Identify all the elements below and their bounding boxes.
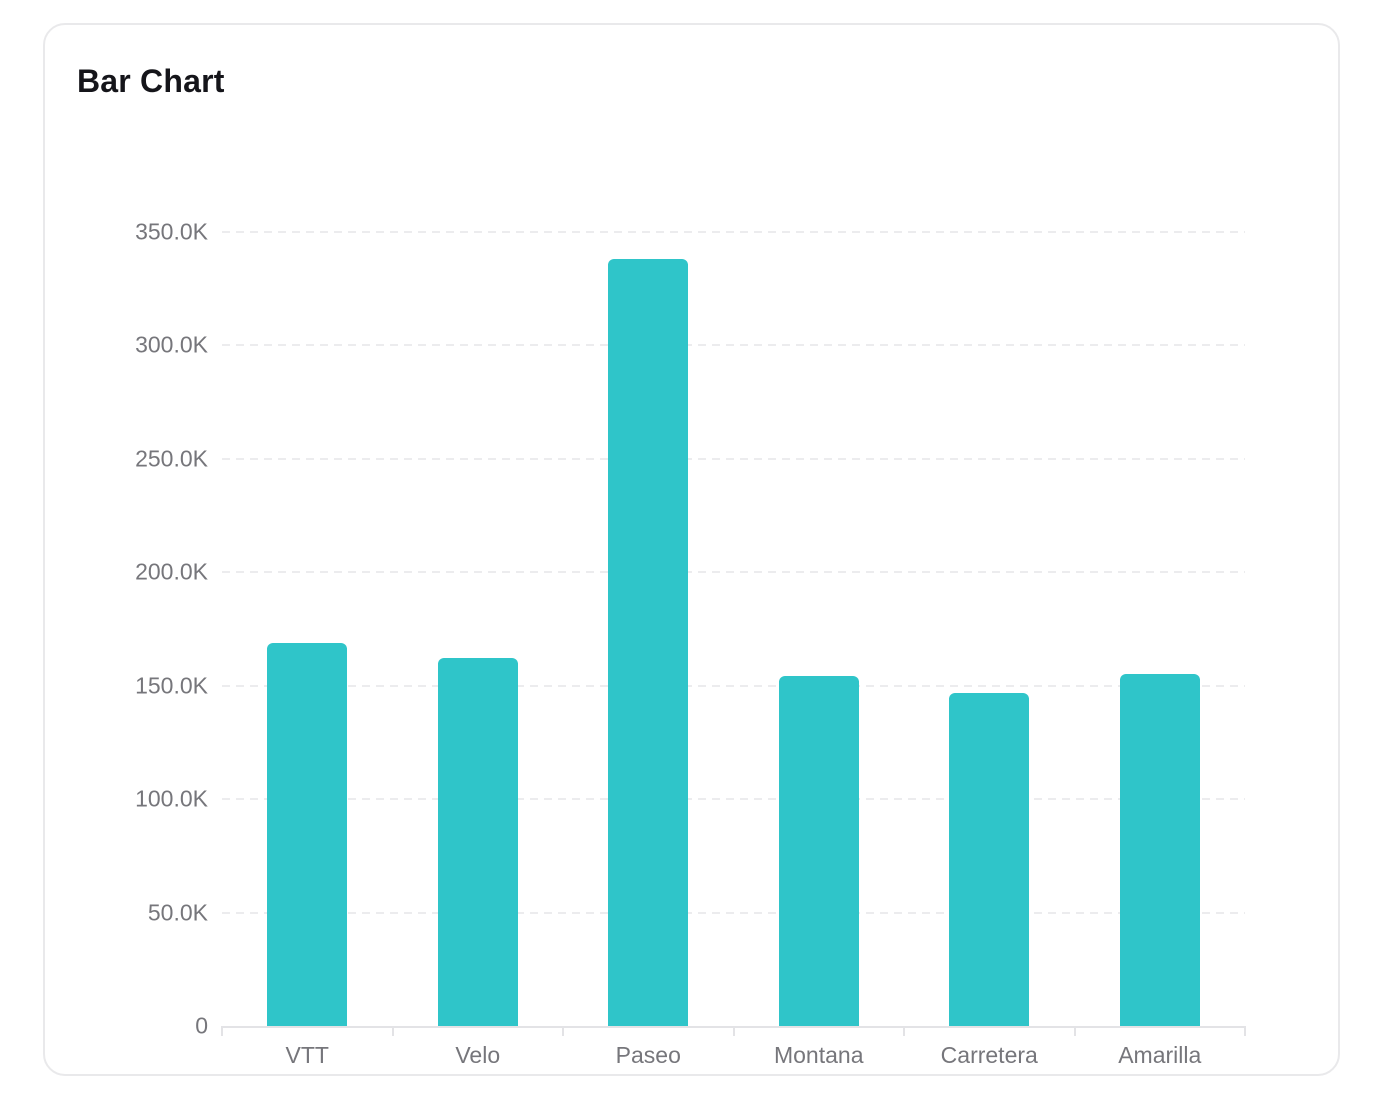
bar-vtt[interactable] [267, 643, 348, 1026]
chart-card: Bar Chart 0 50.0K 100.0K 150.0K 200.0K 250.0K… [43, 23, 1340, 1076]
x-axis-label-montana: Montana [773, 1042, 864, 1068]
y-axis-tick-label: 250.0K [135, 445, 208, 472]
bar-carretera[interactable] [949, 692, 1030, 1026]
y-axis-tick-label: 100.0K [135, 785, 208, 812]
y-axis-tick-label: 200.0K [135, 558, 208, 585]
gridline [222, 911, 1245, 914]
x-axis-tick [1073, 1026, 1076, 1036]
gridline [222, 798, 1245, 801]
x-axis-tick [391, 1026, 394, 1036]
x-axis-tick [1244, 1026, 1246, 1036]
y-axis-tick-label: 300.0K [135, 331, 208, 358]
bar-paseo[interactable] [608, 258, 689, 1026]
bar-amarilla[interactable] [1119, 673, 1200, 1026]
x-axis-label-vtt: VTT [285, 1042, 329, 1068]
y-axis-tick-label: 50.0K [147, 899, 208, 926]
gridline [222, 231, 1245, 233]
x-axis-label-velo: Velo [455, 1042, 501, 1068]
y-axis-tick-label: 0 [195, 1012, 208, 1039]
x-axis-label-paseo: Paseo [615, 1042, 681, 1068]
bar-montana[interactable] [778, 676, 859, 1026]
gridline [222, 344, 1245, 347]
x-axis-label-amarilla: Amarilla [1118, 1042, 1202, 1068]
x-axis-tick [903, 1026, 905, 1036]
gridline [222, 684, 1245, 687]
y-axis-tick-label: 150.0K [135, 672, 208, 699]
x-axis-tick [221, 1026, 223, 1036]
bar-velo[interactable] [437, 657, 518, 1026]
x-axis-tick [732, 1026, 735, 1036]
y-axis-tick-label: 350.0K [135, 218, 208, 245]
gridline [222, 457, 1245, 460]
chart-title: Bar Chart [77, 63, 225, 99]
x-axis-label-carretera: Carretera [940, 1042, 1038, 1068]
plot-area: 0 50.0K 100.0K 150.0K 200.0K 250.0K 300.0K 350.… [45, 25, 1338, 1074]
x-axis-tick [562, 1026, 564, 1036]
gridline [222, 571, 1245, 574]
